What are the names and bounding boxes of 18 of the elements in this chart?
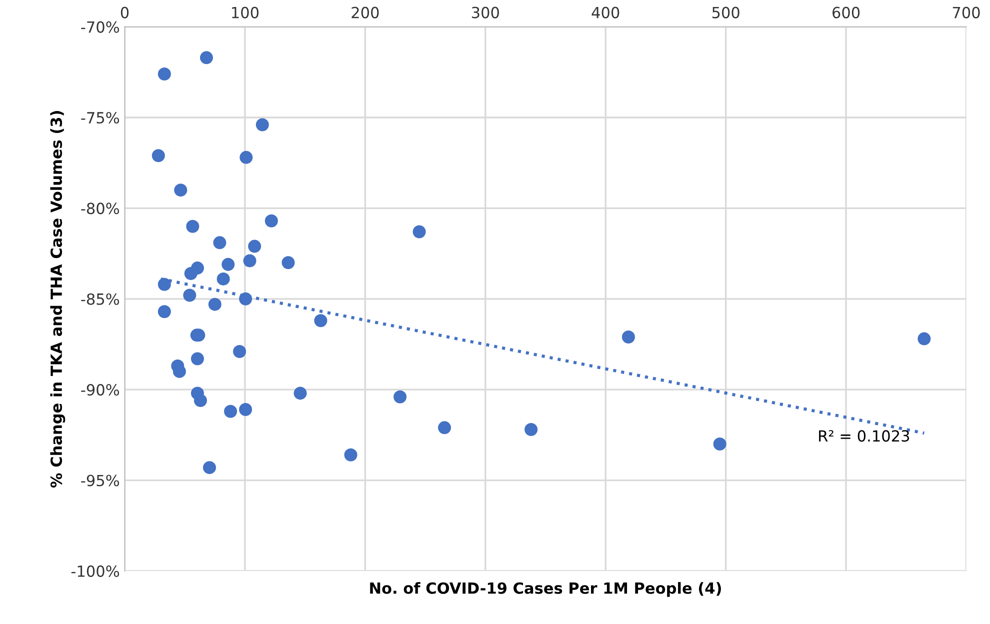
x-tick-label: 600 bbox=[832, 6, 860, 18]
y-tick-label: -100% bbox=[71, 565, 120, 577]
y-tick-label: -80% bbox=[81, 202, 120, 214]
y-tick-label: -75% bbox=[81, 112, 120, 124]
x-tick-label: 500 bbox=[712, 6, 740, 18]
x-tick-label: 400 bbox=[592, 6, 620, 18]
annotation: R² = 0.1023 bbox=[819, 430, 910, 442]
x-tick-label: 200 bbox=[352, 6, 379, 18]
y-tick-label: -95% bbox=[81, 474, 120, 486]
y-tick-label: -85% bbox=[81, 293, 120, 305]
x-tick-label: 700 bbox=[952, 6, 980, 18]
x-tick-label: 300 bbox=[472, 6, 499, 18]
x-tick-label: 0 bbox=[120, 6, 129, 18]
y-tick-label: -70% bbox=[81, 21, 120, 33]
y-axis-title: % Change in TKA and THA Case Volumes (3) bbox=[50, 111, 66, 488]
x-axis-title: No. of COVID-19 Cases Per 1M People (4) bbox=[370, 582, 721, 597]
x-tick-label: 100 bbox=[232, 6, 259, 18]
y-tick-label: -90% bbox=[81, 384, 120, 396]
